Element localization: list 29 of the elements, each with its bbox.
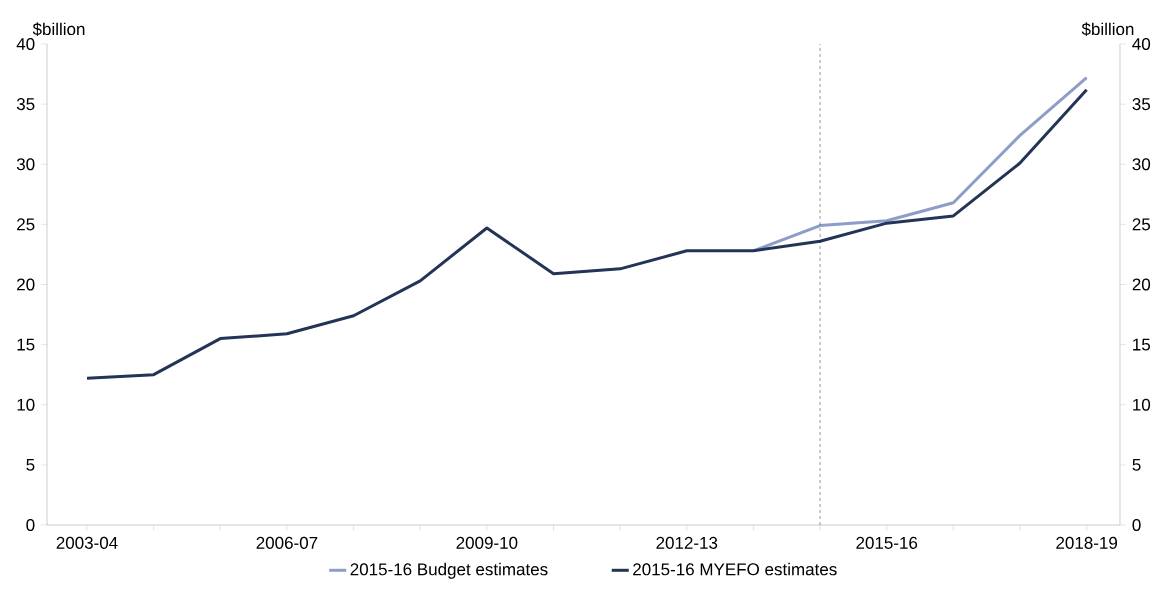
y2-axis-title: $billion [1081,22,1134,37]
y-tick-label: 20 [17,278,35,291]
y2-tick-label: 20 [1132,278,1151,291]
x-tick-label: 2006-07 [256,536,318,549]
y-tick-label: 15 [17,338,35,351]
x-tick-label: 2015-16 [856,536,918,549]
y-tick-label: 30 [16,158,35,171]
legend-label: 2015-16 Budget estimates [350,562,548,579]
y2-tick-label: 40 [1132,37,1151,51]
y-axis-title: $billion [32,22,85,37]
y2-tick-label: 0 [1132,518,1141,532]
x-tick-label: 2003-04 [56,536,118,549]
y2-tick-label: 15 [1133,338,1151,351]
x-tick-label: 2018-19 [1056,536,1118,549]
legend-label: 2015-16 MYEFO estimates [633,562,837,576]
y-tick-label: 10 [17,398,35,411]
y-tick-label: 40 [16,37,35,51]
y-tick-label: 0 [26,518,35,532]
y-tick-label: 35 [16,98,35,111]
y2-tick-label: 25 [1132,218,1151,231]
y2-tick-label: 35 [1132,98,1151,111]
y2-tick-label: 5 [1132,458,1141,471]
x-tick-label: 2009-10 [456,536,518,549]
line-series [85,88,1089,380]
y2-tick-label: 10 [1133,398,1151,411]
y-tick-label: 25 [17,218,35,231]
x-tick-label: 2012-13 [656,536,718,549]
y-tick-label: 5 [26,458,35,471]
y2-tick-label: 30 [1132,158,1151,171]
